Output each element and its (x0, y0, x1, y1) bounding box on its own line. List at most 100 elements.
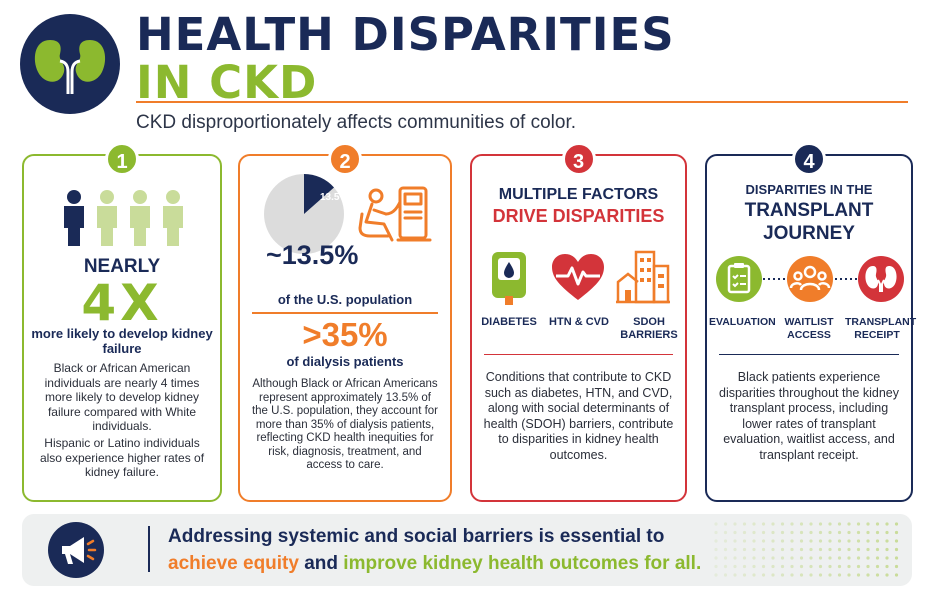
glucometer-icon (492, 252, 526, 305)
decorative-dot (714, 556, 718, 560)
decorative-dot (780, 556, 785, 560)
decorative-dot (761, 530, 766, 535)
decorative-dot (866, 547, 870, 552)
decorative-dot (885, 530, 889, 535)
decorative-dot (742, 530, 747, 535)
pie-slice-highlight (304, 174, 334, 214)
decorative-dot (847, 530, 851, 535)
decorative-dot (856, 530, 861, 535)
decorative-dot (894, 522, 899, 526)
banner-connector: and (298, 553, 344, 574)
megaphone-icon (62, 537, 97, 564)
decorative-dot (790, 564, 794, 569)
decorative-dot (875, 530, 880, 535)
megaphone-badge (48, 522, 104, 578)
decorative-dot (856, 522, 861, 526)
decorative-dot (885, 522, 889, 526)
decorative-dot (837, 564, 842, 569)
decorative-dot (771, 522, 775, 526)
step-label: WAITLIST ACCESS (784, 316, 834, 341)
logo-badge (20, 14, 120, 114)
decorative-dot (799, 547, 804, 552)
decorative-dot (828, 530, 832, 535)
decorative-dot (790, 522, 794, 526)
people-icon (64, 190, 183, 246)
card-paragraph: Conditions that contribute to CKD such a… (483, 370, 674, 462)
decorative-dot (780, 530, 785, 535)
decorative-dot (761, 547, 766, 552)
decorative-dot (799, 573, 804, 577)
decorative-dot (866, 573, 870, 577)
decorative-dot (828, 539, 832, 543)
stat-prefix: NEARLY (83, 256, 161, 277)
dialysis-stat: >35% (302, 316, 388, 353)
clipboard-icon (716, 256, 762, 302)
card-heading-line-1: MULTIPLE FACTORS (498, 186, 659, 203)
factor-label: SDOH BARRIERS (620, 316, 678, 341)
dialysis-caption: of dialysis patients (286, 354, 404, 369)
decorative-dot (714, 573, 718, 577)
decorative-dot (790, 573, 794, 577)
factor-label: DIABETES (481, 316, 537, 328)
decorative-dot (761, 522, 766, 526)
decorative-dot (723, 522, 728, 526)
decorative-dot (733, 530, 737, 535)
decorative-dot (733, 573, 737, 577)
card-kidney-failure-risk: 1 NEARLY 4X more likely to develop kidne… (22, 142, 222, 502)
decorative-dot (809, 564, 813, 569)
decorative-dot (847, 539, 851, 543)
dialysis-patient-icon (358, 186, 432, 242)
decorative-dot (885, 547, 889, 552)
decorative-dot (894, 573, 899, 577)
decorative-dot (847, 556, 851, 560)
decorative-dot (818, 522, 823, 526)
decorative-dot (875, 573, 880, 577)
decorative-dot (780, 539, 785, 543)
decorative-dot (752, 573, 756, 577)
decorative-dot (771, 564, 775, 569)
decorative-dot (723, 573, 728, 577)
card-paragraph: Hispanic or Latino individuals also expe… (39, 436, 205, 479)
buildings-icon (616, 250, 670, 304)
decorative-dot (809, 556, 813, 560)
card-paragraph: Black patients experience disparities th… (719, 370, 899, 462)
heart-pulse-icon (552, 254, 604, 300)
decorative-dot (723, 556, 728, 560)
decorative-dot (714, 522, 718, 526)
decorative-dot (714, 530, 718, 535)
card-number-badge: 4 (792, 142, 826, 176)
section-divider (719, 354, 899, 355)
decorative-dot (790, 539, 794, 543)
decorative-dot (780, 547, 785, 552)
step-label: EVALUATION (709, 316, 776, 328)
decorative-dot (771, 547, 775, 552)
decorative-dot (856, 539, 861, 543)
decorative-dot (714, 564, 718, 569)
card-number-badge: 1 (105, 142, 139, 176)
decorative-dot (875, 564, 880, 569)
decorative-dot (837, 547, 842, 552)
decorative-dot (828, 522, 832, 526)
decorative-dot (761, 564, 766, 569)
decorative-dot (809, 530, 813, 535)
decorative-dot (780, 522, 785, 526)
card-paragraph: Although Black or African Americans repr… (251, 378, 439, 471)
decorative-dot (723, 530, 728, 535)
population-pie-chart: 13.5% (264, 174, 346, 254)
decorative-dot (761, 539, 766, 543)
decorative-dot (752, 547, 756, 552)
decorative-dot (714, 539, 718, 543)
decorative-dot (761, 573, 766, 577)
decorative-dot (894, 564, 899, 569)
page-subtitle: CKD disproportionately affects communiti… (136, 112, 577, 133)
decorative-dot (866, 564, 870, 569)
stat-caption: more likely to develop kidney failure (31, 326, 213, 356)
card-number-badge: 2 (328, 142, 362, 176)
kidneys-icon (34, 40, 106, 94)
decorative-dot (885, 539, 889, 543)
decorative-dot (742, 539, 747, 543)
section-divider (252, 312, 438, 314)
decorative-dot (752, 564, 756, 569)
decorative-dot (790, 547, 794, 552)
call-to-action-banner: Addressing systemic and social barriers … (22, 514, 912, 586)
